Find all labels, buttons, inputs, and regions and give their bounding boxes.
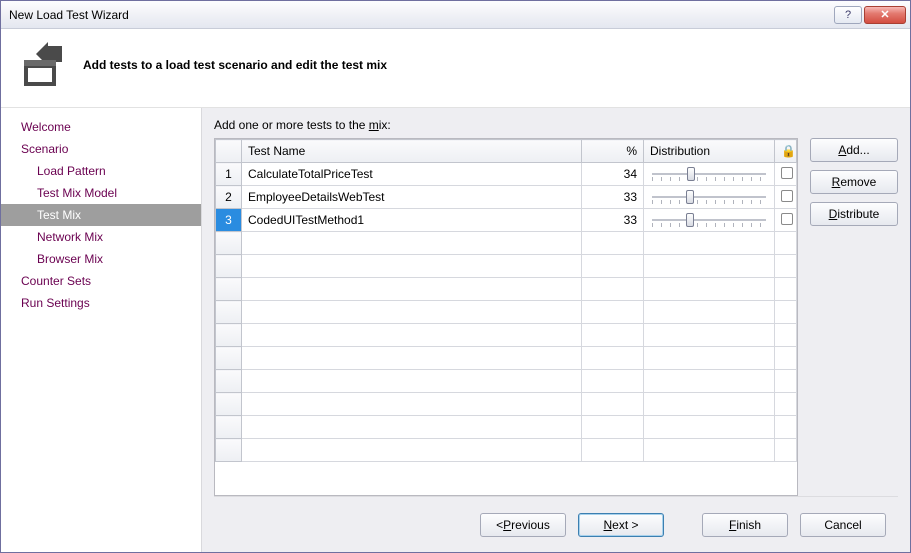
instr-pre: Add one or more tests to the bbox=[214, 118, 369, 132]
table-body: 1CalculateTotalPriceTest342EmployeeDetai… bbox=[216, 163, 797, 462]
distribute-button[interactable]: Distribute bbox=[810, 202, 898, 226]
distribution-cell[interactable] bbox=[644, 163, 775, 186]
test-name-cell[interactable]: CodedUITestMethod1 bbox=[242, 209, 582, 232]
table-row[interactable]: 3CodedUITestMethod133 bbox=[216, 209, 797, 232]
table-row-empty bbox=[216, 255, 797, 278]
col-header-dist[interactable]: Distribution bbox=[644, 140, 775, 163]
instr-accel: m bbox=[369, 118, 379, 132]
lock-checkbox[interactable] bbox=[781, 167, 793, 179]
content-row: Test Name % Distribution 🔒 1CalculateTot… bbox=[214, 138, 898, 496]
cancel-button[interactable]: Cancel bbox=[800, 513, 886, 537]
sidebar-item-welcome[interactable]: Welcome bbox=[1, 116, 201, 138]
col-header-num[interactable] bbox=[216, 140, 242, 163]
wizard-heading: Add tests to a load test scenario and ed… bbox=[83, 58, 387, 72]
distribution-cell[interactable] bbox=[644, 209, 775, 232]
test-name-cell[interactable]: CalculateTotalPriceTest bbox=[242, 163, 582, 186]
sidebar-item-test-mix[interactable]: Test Mix bbox=[1, 204, 201, 226]
lock-cell[interactable] bbox=[775, 163, 797, 186]
next-button[interactable]: Next > bbox=[578, 513, 664, 537]
close-icon: ✕ bbox=[880, 8, 889, 21]
close-button[interactable]: ✕ bbox=[864, 6, 906, 24]
table-row-empty bbox=[216, 370, 797, 393]
wizard-header: Add tests to a load test scenario and ed… bbox=[1, 29, 910, 108]
wizard-window: New Load Test Wizard ? ✕ Add tests to a … bbox=[0, 0, 911, 553]
col-header-pct[interactable]: % bbox=[582, 140, 644, 163]
table-row-empty bbox=[216, 232, 797, 255]
main-panel: Add one or more tests to the mix: Test N… bbox=[201, 108, 910, 552]
distribution-cell[interactable] bbox=[644, 186, 775, 209]
table-header-row: Test Name % Distribution 🔒 bbox=[216, 140, 797, 163]
distribution-slider[interactable] bbox=[652, 166, 766, 182]
help-icon: ? bbox=[845, 9, 851, 21]
tests-table: Test Name % Distribution 🔒 1CalculateTot… bbox=[215, 139, 797, 462]
table-row-empty bbox=[216, 278, 797, 301]
row-number[interactable]: 3 bbox=[216, 209, 242, 232]
table-row[interactable]: 2EmployeeDetailsWebTest33 bbox=[216, 186, 797, 209]
instruction-text: Add one or more tests to the mix: bbox=[214, 118, 898, 132]
instr-post: ix: bbox=[379, 118, 391, 132]
row-number[interactable]: 2 bbox=[216, 186, 242, 209]
lock-cell[interactable] bbox=[775, 209, 797, 232]
previous-button[interactable]: < Previous bbox=[480, 513, 566, 537]
lock-checkbox[interactable] bbox=[781, 190, 793, 202]
lock-cell[interactable] bbox=[775, 186, 797, 209]
tests-grid: Test Name % Distribution 🔒 1CalculateTot… bbox=[214, 138, 798, 496]
lock-checkbox[interactable] bbox=[781, 213, 793, 225]
percent-cell[interactable]: 33 bbox=[582, 209, 644, 232]
test-name-cell[interactable]: EmployeeDetailsWebTest bbox=[242, 186, 582, 209]
sidebar-item-run-settings[interactable]: Run Settings bbox=[1, 292, 201, 314]
table-row-empty bbox=[216, 416, 797, 439]
distribution-slider[interactable] bbox=[652, 189, 766, 205]
row-number[interactable]: 1 bbox=[216, 163, 242, 186]
table-row-empty bbox=[216, 324, 797, 347]
sidebar-item-counter-sets[interactable]: Counter Sets bbox=[1, 270, 201, 292]
window-title: New Load Test Wizard bbox=[9, 8, 832, 22]
table-row-empty bbox=[216, 439, 797, 462]
col-header-name[interactable]: Test Name bbox=[242, 140, 582, 163]
step-sidebar: WelcomeScenarioLoad PatternTest Mix Mode… bbox=[1, 108, 201, 552]
lock-icon: 🔒 bbox=[781, 144, 796, 158]
sidebar-item-test-mix-model[interactable]: Test Mix Model bbox=[1, 182, 201, 204]
titlebar: New Load Test Wizard ? ✕ bbox=[1, 1, 910, 29]
sidebar-item-browser-mix[interactable]: Browser Mix bbox=[1, 248, 201, 270]
wizard-icon bbox=[15, 37, 73, 93]
help-button[interactable]: ? bbox=[834, 6, 862, 24]
col-header-lock[interactable]: 🔒 bbox=[775, 140, 797, 163]
add-button[interactable]: Add... bbox=[810, 138, 898, 162]
table-row-empty bbox=[216, 393, 797, 416]
side-button-column: Add... Remove Distribute bbox=[810, 138, 898, 496]
percent-cell[interactable]: 34 bbox=[582, 163, 644, 186]
distribution-slider[interactable] bbox=[652, 212, 766, 228]
percent-cell[interactable]: 33 bbox=[582, 186, 644, 209]
sidebar-item-scenario[interactable]: Scenario bbox=[1, 138, 201, 160]
wizard-body: WelcomeScenarioLoad PatternTest Mix Mode… bbox=[1, 108, 910, 552]
table-row-empty bbox=[216, 347, 797, 370]
finish-button[interactable]: Finish bbox=[702, 513, 788, 537]
sidebar-item-load-pattern[interactable]: Load Pattern bbox=[1, 160, 201, 182]
sidebar-item-network-mix[interactable]: Network Mix bbox=[1, 226, 201, 248]
table-row-empty bbox=[216, 301, 797, 324]
table-row[interactable]: 1CalculateTotalPriceTest34 bbox=[216, 163, 797, 186]
wizard-footer: < Previous Next > Finish Cancel bbox=[214, 496, 898, 552]
remove-button[interactable]: Remove bbox=[810, 170, 898, 194]
